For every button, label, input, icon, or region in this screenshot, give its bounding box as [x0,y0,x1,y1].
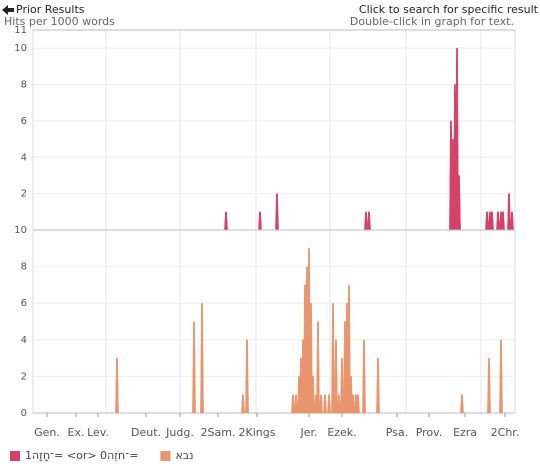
y-tick-label: 4 [21,335,27,346]
spike [275,193,279,231]
spike [510,211,514,231]
y-tick-label: 0 [21,408,27,419]
spike [224,211,228,231]
spike [499,339,503,414]
spike [485,211,489,231]
spike [200,302,204,414]
y-tick-label: 4 [21,152,27,163]
spike [311,376,315,414]
spike [376,357,380,414]
spike [356,394,360,414]
spike [331,302,335,414]
spike [319,394,323,414]
x-tick-label: Prov. [416,426,443,439]
x-tick-label: Ezra [453,426,477,439]
x-tick-label: Ex. [68,426,85,439]
spike [316,321,320,414]
x-tick-label: 2Chr. [491,426,520,439]
spike [291,394,295,414]
spike [115,357,119,414]
x-tick-label: 2Sam. [201,426,236,439]
y-tick-label: 2 [21,189,27,200]
spike [367,211,371,231]
x-tick-label: Jer. [299,426,317,439]
x-tick-label: 2Kings [239,426,276,439]
spike [294,394,298,414]
spike [340,357,344,414]
spike [487,357,491,414]
spike [327,394,331,414]
search-hint: Click to search for specific result [359,3,539,16]
spike [192,321,196,414]
spike [362,339,366,414]
y-tick-label: 2 [21,371,27,382]
spike [496,211,500,231]
y-tick-label: 8 [21,80,27,91]
spike [351,394,355,414]
y-tick-label: 6 [21,116,27,127]
y-tick-label: 11 [14,25,27,36]
y-tick-label: 6 [21,298,27,309]
x-tick-label: Judg. [165,426,194,439]
prior-results[interactable]: Prior Results [16,3,85,16]
spike [245,339,249,414]
legend-swatch [10,451,20,461]
y-tick-label: 10 [14,43,27,54]
x-tick-label: Gen. [34,426,60,439]
spike [460,394,464,414]
graph-note: Double-click in graph for text. [350,15,514,28]
spike [258,211,262,231]
spike [323,394,327,414]
x-tick-label: Deut. [131,426,161,439]
legend-label: נבא [175,449,193,462]
spike [334,339,338,414]
legend-swatch [160,451,171,461]
legend-label: 1־חָזָה= <or> 0־חֹזֶה= [25,449,138,462]
spike [337,394,341,414]
back-arrow[interactable] [2,5,14,15]
y-tick-label: 10 [14,225,27,236]
y-tick-label: 8 [21,262,27,273]
x-tick-label: Ezek. [327,426,356,439]
plot-frame [32,29,516,414]
y-axis-label: Hits per 1000 words [4,15,115,28]
spike [241,394,245,414]
x-tick-label: Lev. [87,426,109,439]
x-tick-label: Psa. [386,426,408,439]
spike [364,211,368,231]
spike [507,193,511,231]
